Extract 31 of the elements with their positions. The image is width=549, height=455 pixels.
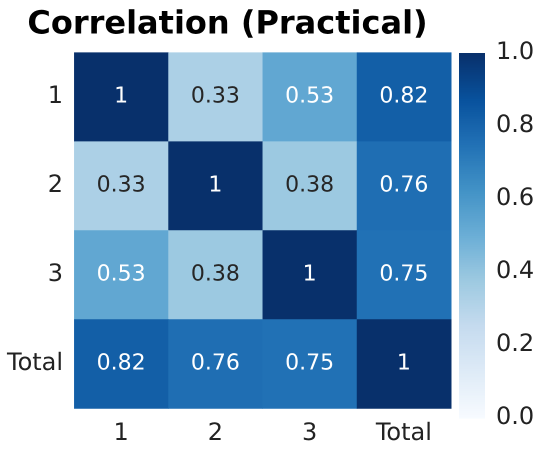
x-tick-label: 1 — [114, 418, 129, 446]
x-tick-label: Total — [374, 418, 432, 446]
data-label: 0.33 — [96, 172, 146, 198]
data-label: 0.82 — [96, 350, 146, 376]
color-bar-label: 0.8 — [496, 110, 534, 138]
data-label: 0.76 — [190, 350, 240, 376]
chart-title: Correlation (Practical) — [27, 4, 428, 42]
data-label: 0.82 — [379, 84, 428, 109]
data-label: 1 — [302, 261, 317, 286]
y-tick-label: Total — [6, 348, 64, 376]
data-label: 0.38 — [190, 261, 240, 286]
color-bar-label: 0.2 — [496, 329, 534, 358]
data-label: 0.33 — [190, 84, 240, 109]
y-tick-label: 3 — [48, 259, 64, 288]
y-tick-label: 1 — [48, 81, 64, 110]
data-label: 0.75 — [379, 261, 428, 286]
y-tick-label: 2 — [48, 170, 64, 198]
color-bar-label: 0.0 — [496, 402, 534, 430]
color-bar-label: 0.4 — [496, 256, 534, 284]
x-tick-label: 3 — [302, 418, 318, 446]
color-bar-label: 0.6 — [496, 183, 534, 212]
data-label: 1 — [396, 350, 411, 376]
color-bar-label: 1.0 — [496, 37, 534, 66]
data-label: 1 — [114, 84, 128, 109]
data-label: 0.38 — [285, 172, 334, 198]
data-label: 0.53 — [285, 84, 334, 109]
x-tick-label: 2 — [208, 418, 224, 446]
data-label: 0.75 — [285, 350, 334, 376]
data-label: 0.53 — [96, 261, 146, 286]
data-label: 0.76 — [379, 172, 428, 198]
data-label: 1 — [208, 172, 222, 198]
